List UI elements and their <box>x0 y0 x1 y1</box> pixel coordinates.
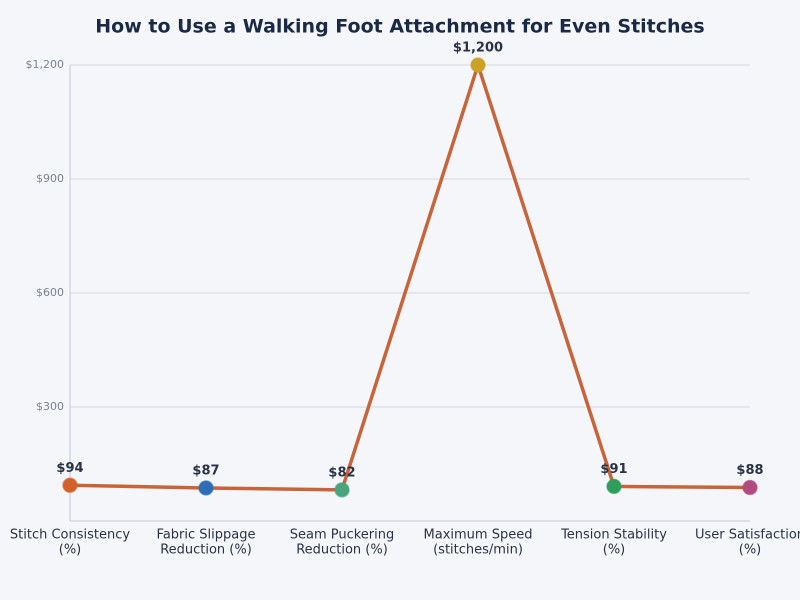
x-tick-label: Maximum Speed <box>424 528 533 543</box>
x-tick-label: (%) <box>603 543 626 558</box>
x-tick-label: (%) <box>59 543 82 558</box>
x-tick-label: User Satisfaction <box>695 528 800 543</box>
y-tick-label: $900 <box>36 172 64 185</box>
x-tick-label: Fabric Slippage <box>157 528 256 543</box>
data-point <box>470 57 486 73</box>
data-label: $1,200 <box>453 41 503 56</box>
y-tick-label: $1,200 <box>26 58 65 71</box>
data-point <box>334 482 350 498</box>
chart-title: How to Use a Walking Foot Attachment for… <box>95 16 705 38</box>
data-point <box>198 480 214 496</box>
x-tick-label: Seam Puckering <box>290 528 395 543</box>
data-point <box>742 479 758 496</box>
x-tick-label: Reduction (%) <box>160 543 252 558</box>
data-label: $91 <box>600 462 627 477</box>
line <box>69 63 751 492</box>
x-tick-label: Stitch Consistency <box>10 528 130 543</box>
data-label: $82 <box>328 465 355 480</box>
x-tick-label: Tension Stability <box>560 528 667 543</box>
y-tick-label: $600 <box>36 286 64 299</box>
x-tick-label: (stitches/min) <box>433 543 523 558</box>
data-label: $87 <box>192 463 219 478</box>
x-tick-label: Reduction (%) <box>296 543 388 558</box>
data-label: $88 <box>736 463 763 478</box>
x-tick-label: (%) <box>739 543 762 558</box>
data-point <box>62 477 78 494</box>
data-label: $94 <box>56 461 83 476</box>
data-point <box>606 478 622 495</box>
y-tick-label: $300 <box>36 400 64 413</box>
